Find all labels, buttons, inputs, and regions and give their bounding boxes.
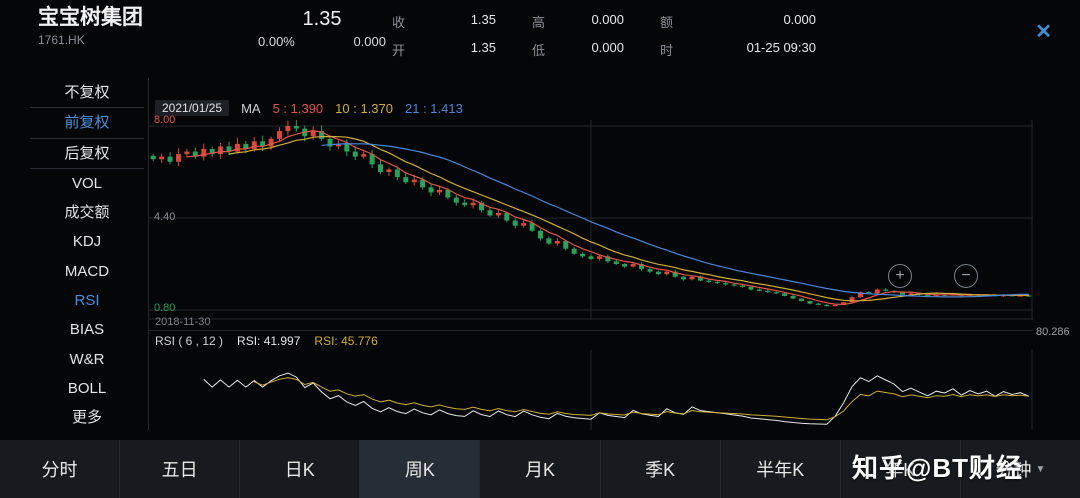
stat-time: 时 01-25 09:30 bbox=[660, 40, 816, 58]
y-axis-max: 8.00 bbox=[154, 114, 176, 126]
close-icon[interactable]: ✕ bbox=[1035, 21, 1052, 43]
sidebar-item-kdj[interactable]: KDJ bbox=[72, 233, 102, 251]
tab-time-sharing[interactable]: 分时 bbox=[0, 440, 121, 498]
ma-label: MA bbox=[241, 100, 261, 116]
stat-open: 开 1.35 bbox=[392, 40, 496, 58]
chart-panel: 2021/01/25 MA 5 : 1.390 10 : 1.370 21 : … bbox=[148, 78, 1033, 430]
rsi12-value: RSI: 45.776 bbox=[314, 334, 378, 348]
tab-monthly-k[interactable]: 月K bbox=[480, 440, 601, 498]
sidebar-item-forward-adjust[interactable]: 前复权 bbox=[30, 108, 144, 139]
tab-yearly-k[interactable]: 年K bbox=[841, 440, 961, 498]
stat-close: 收 1.35 bbox=[392, 12, 496, 30]
rsi-scale-max: 80.286 bbox=[1036, 326, 1070, 338]
change-percent: 0.00% bbox=[258, 34, 295, 49]
tab-daily-k[interactable]: 日K bbox=[240, 440, 361, 498]
rsi-params: RSI ( 6 , 12 ) bbox=[155, 334, 224, 348]
chevron-down-icon: ▼ bbox=[1035, 463, 1046, 475]
panel-divider bbox=[149, 330, 1033, 331]
crosshair-date: 2021/01/25 bbox=[155, 100, 230, 116]
indicator-sidebar: 不复权 前复权 后复权 VOL 成交额 KDJ MACD RSI BIAS W&… bbox=[30, 78, 144, 433]
sidebar-item-more[interactable]: 更多 bbox=[71, 409, 102, 427]
header: 宝宝树集团 1761.HK 1.35 0.00% 0.000 收 1.35 开 1.… bbox=[0, 0, 1080, 70]
change-value: 0.000 bbox=[353, 34, 386, 49]
y-axis-min: 0.80 bbox=[154, 302, 176, 314]
tab-half-year-k[interactable]: 半年K bbox=[721, 440, 841, 498]
zoom-out-button[interactable]: − bbox=[954, 264, 978, 288]
stat-high: 高 0.000 bbox=[532, 12, 624, 30]
price-block: 1.35 0.00% 0.000 bbox=[252, 8, 392, 49]
ma10-value: 10 : 1.370 bbox=[335, 100, 393, 116]
ma5-value: 5 : 1.390 bbox=[272, 100, 324, 116]
chart-info-bar: 2021/01/25 MA 5 : 1.390 10 : 1.370 21 : … bbox=[155, 100, 463, 116]
ma21-value: 21 : 1.413 bbox=[405, 100, 463, 116]
sidebar-item-boll[interactable]: BOLL bbox=[67, 379, 107, 397]
rsi-indicator-chart[interactable] bbox=[149, 350, 1033, 430]
sidebar-item-turnover[interactable]: 成交额 bbox=[64, 204, 110, 222]
sidebar-item-wr[interactable]: W&R bbox=[69, 350, 105, 368]
x-axis-start-date: 2018-11-30 bbox=[155, 316, 211, 328]
sidebar-item-rsi[interactable]: RSI bbox=[74, 292, 100, 310]
y-axis-mid: 4.40 bbox=[154, 211, 176, 223]
sidebar-item-no-adjust[interactable]: 不复权 bbox=[30, 78, 144, 109]
period-tab-bar: 分时 五日 日K 周K 月K 季K 半年K 年K 分钟 ▼ bbox=[0, 440, 1080, 498]
tab-five-day[interactable]: 五日 bbox=[120, 440, 241, 498]
sidebar-item-macd[interactable]: MACD bbox=[64, 262, 110, 280]
current-price: 1.35 bbox=[302, 8, 342, 30]
watermark: 知乎@BT财经 bbox=[852, 453, 1024, 483]
sidebar-item-bias[interactable]: BIAS bbox=[69, 321, 105, 339]
tab-minute[interactable]: 分钟 ▼ bbox=[995, 460, 1046, 480]
quote-stats: 收 1.35 开 1.35 高 0.000 低 0.000 额 0.000 时 01-25 … bbox=[392, 12, 816, 59]
sidebar-item-backward-adjust[interactable]: 后复权 bbox=[30, 139, 144, 169]
stat-amount: 额 0.000 bbox=[660, 12, 816, 30]
candlestick-chart[interactable] bbox=[149, 120, 1033, 320]
stock-title: 宝宝树集团 bbox=[38, 6, 143, 29]
zoom-in-button[interactable]: + bbox=[888, 264, 912, 288]
sidebar-item-vol[interactable]: VOL bbox=[71, 174, 102, 192]
stat-low: 低 0.000 bbox=[532, 40, 624, 58]
stock-symbol: 1761.HK bbox=[38, 33, 85, 47]
tab-weekly-k[interactable]: 周K bbox=[360, 440, 481, 498]
rsi6-value: RSI: 41.997 bbox=[237, 334, 301, 348]
title-block: 宝宝树集团 1761.HK bbox=[38, 6, 143, 47]
tab-quarterly-k[interactable]: 季K bbox=[601, 440, 721, 498]
rsi-header: RSI ( 6 , 12 ) RSI: 41.997 RSI: 45.776 bbox=[155, 334, 378, 348]
